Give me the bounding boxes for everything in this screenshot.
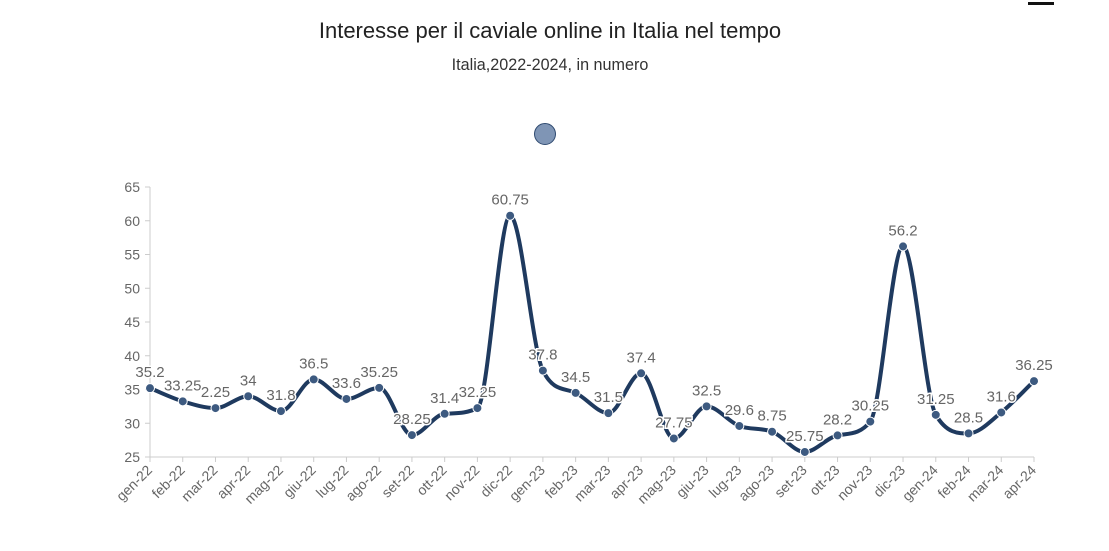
data-label: 28.25 [393,411,431,428]
data-point [636,368,647,379]
data-label: 30.25 [852,398,890,415]
y-tick-label: 25 [124,449,140,465]
data-point [537,365,548,376]
data-point [177,396,188,407]
data-point [374,382,385,393]
data-label: 2.25 [201,384,230,401]
data-point [767,426,778,437]
chart-subtitle: Italia,2022-2024, in numero [451,55,649,74]
data-label: 35.25 [360,364,398,381]
x-tick-label: apr-24 [999,462,1039,502]
legend-marker[interactable] [534,123,556,145]
y-tick-label: 65 [124,179,140,195]
data-point [341,393,352,404]
data-label: 37.8 [528,347,557,364]
y-tick-label: 30 [124,415,140,431]
data-point [668,433,679,444]
data-point [799,446,810,457]
data-label: 28.2 [823,411,852,428]
data-label: 27.75 [655,414,693,431]
data-label: 31.4 [430,390,459,407]
y-tick-label: 55 [124,247,140,263]
data-label: 31.8 [266,387,295,404]
y-tick-label: 35 [124,382,140,398]
x-tick-label: set-23 [771,462,810,501]
data-label: 28.5 [954,409,983,426]
data-point [570,387,581,398]
data-point [1029,376,1039,387]
x-tick-label: ago-23 [735,462,777,504]
data-label: 36.25 [1015,357,1053,374]
data-point [734,420,745,431]
data-label: 33.25 [164,377,202,394]
data-point [406,430,417,441]
data-point [308,374,319,385]
data-label: 37.4 [627,349,656,366]
data-label: 33.6 [332,375,361,392]
data-label: 32.25 [459,384,497,401]
x-tick-label: mar-23 [571,462,614,505]
chart-title: Interesse per il caviale online in Itali… [318,18,782,43]
data-point [505,210,516,221]
data-label: 32.5 [692,382,721,399]
data-point [963,428,974,439]
data-point [275,406,286,417]
x-tick-label: giu-23 [673,462,712,501]
series-line [149,213,1036,454]
data-point [930,409,941,420]
y-tick-label: 60 [124,213,140,229]
y-tick-label: 50 [124,280,140,296]
x-tick-label: nov-22 [441,462,483,504]
data-point [145,383,155,394]
data-label: 34.5 [561,369,590,386]
data-label: 29.6 [725,402,754,419]
x-tick-label: mar-22 [178,462,221,505]
x-tick-label: gen-22 [113,462,155,504]
data-point [603,408,614,419]
data-point [439,408,450,419]
data-label: 8.75 [757,408,786,425]
menu-icon[interactable] [1028,2,1054,5]
data-point [898,241,909,252]
x-tick-label: ago-22 [342,462,384,504]
data-point [210,403,221,414]
data-point [243,391,254,402]
data-point [832,430,843,441]
data-label: 35.2 [135,364,164,381]
x-tick-label: set-22 [378,462,417,501]
data-label: 31.6 [987,388,1016,405]
data-label: 36.5 [299,355,328,372]
data-point [701,401,712,412]
x-tick-label: gen-23 [506,462,548,504]
data-label: 31.25 [917,391,955,408]
x-tick-label: mar-24 [964,462,1007,505]
y-tick-label: 45 [124,314,140,330]
data-point [472,403,483,414]
data-label: 34 [240,372,257,389]
data-label: 31.5 [594,389,623,406]
data-point [996,407,1007,418]
y-tick-label: 40 [124,348,140,364]
data-point [865,416,876,427]
data-label: 56.2 [888,222,917,239]
data-label: 25.75 [786,428,824,445]
x-tick-label: nov-23 [834,462,876,504]
x-tick-label: giu-22 [280,462,319,501]
data-label: 60.75 [491,192,529,209]
x-tick-label: gen-24 [899,462,941,504]
